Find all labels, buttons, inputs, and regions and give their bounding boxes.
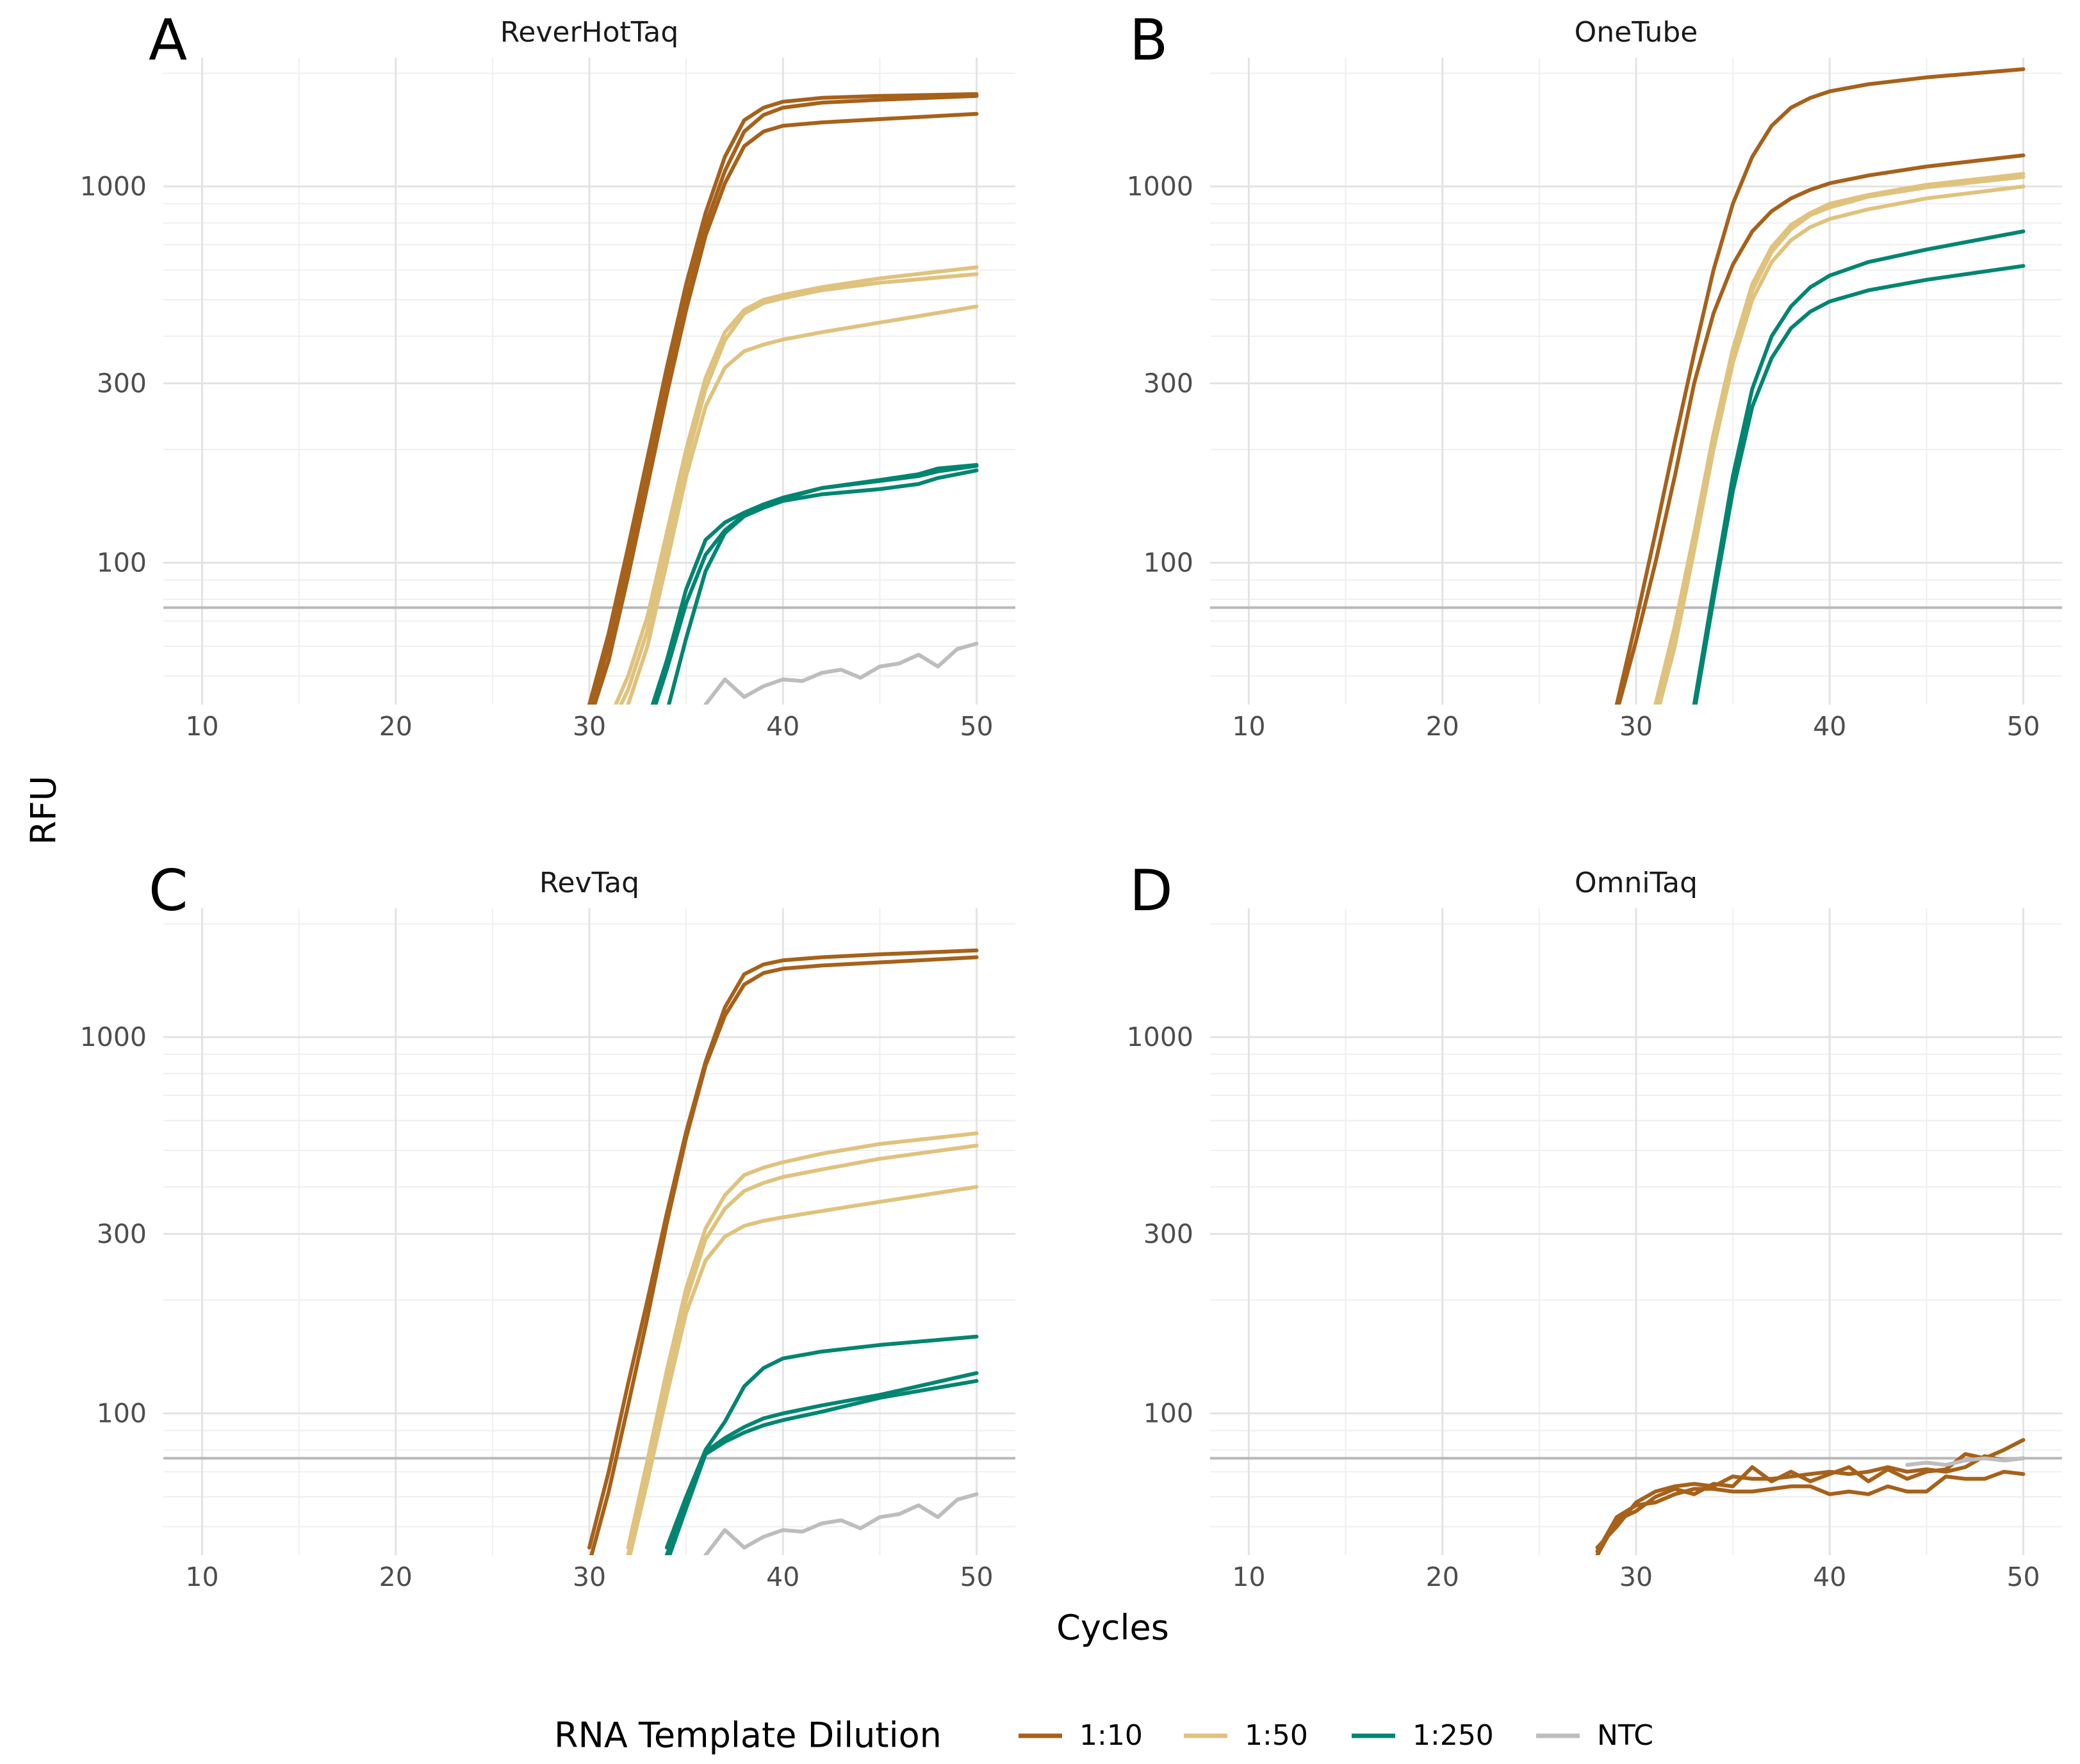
series-line-1-10 — [593, 111, 979, 705]
x-tick-label: 20 — [379, 1562, 413, 1592]
series-line-1-250 — [667, 468, 979, 705]
series-line-1-250 — [1692, 229, 2026, 705]
x-tick-label: 30 — [573, 711, 606, 742]
series-line-1-250 — [664, 1334, 979, 1550]
y-tick-label: 100 — [97, 1398, 147, 1429]
x-tick-label: 10 — [185, 711, 218, 742]
x-tick-label: 40 — [1813, 1562, 1846, 1592]
series-lines — [1614, 67, 2026, 705]
series-line-ntc — [1905, 1456, 2026, 1467]
legend-items: 1:10 1:50 1:250 NTC — [1019, 1719, 1653, 1752]
series-line-1-50 — [1657, 184, 2026, 705]
series-line-1-10 — [589, 955, 979, 1555]
y-tick-label: 300 — [1143, 1218, 1193, 1249]
legend: RNA Template Dilution 1:10 1:50 1:250 NTC — [554, 1715, 1653, 1756]
panel-tag: B — [1129, 7, 1168, 73]
series-lines — [1595, 1438, 2026, 1555]
y-tick-label: 1000 — [80, 1022, 147, 1052]
panel-tag: D — [1129, 858, 1173, 924]
legend-label: 1:250 — [1413, 1719, 1494, 1752]
series-lines — [587, 948, 979, 1555]
x-tick-label: 40 — [1813, 711, 1846, 742]
grid — [163, 58, 1015, 705]
legend-label: 1:10 — [1079, 1719, 1143, 1752]
legend-label: 1:50 — [1245, 1719, 1308, 1752]
series-line-1-50 — [626, 304, 979, 705]
y-tick-label: 1000 — [1127, 171, 1193, 202]
panel-a: 10 20 30 40 50 100 300 1000 ReverHotTaq A — [80, 7, 1015, 742]
series-line-1-10 — [589, 94, 979, 705]
x-tick-label: 50 — [960, 1562, 993, 1592]
series-line-1-10 — [587, 948, 979, 1550]
grid — [163, 908, 1015, 1555]
x-tick-label: 10 — [1232, 711, 1265, 742]
legend-label: NTC — [1597, 1719, 1653, 1752]
series-line-ntc — [703, 1492, 979, 1555]
panel-title: OmniTaq — [1575, 867, 1698, 899]
x-tick-label: 30 — [573, 1562, 606, 1592]
series-line-1-250 — [650, 462, 979, 705]
series-line-1-250 — [653, 464, 979, 705]
panel-c: 10 20 30 40 50 100 300 1000 RevTaq C — [80, 858, 1015, 1592]
series-line-1-10 — [1614, 67, 2026, 705]
panels: 10 20 30 40 50 100 300 1000 ReverHotTaq A 10 20 30 40… — [80, 7, 2062, 1592]
panel-title: RevTaq — [539, 867, 639, 899]
legend-item-1-10: 1:10 — [1019, 1719, 1143, 1752]
panel-tag: C — [149, 858, 188, 924]
x-tick-label: 30 — [1619, 711, 1653, 742]
y-axis-title: RFU — [24, 776, 64, 845]
series-line-1-250 — [1693, 264, 2026, 705]
series-line-1-50 — [613, 265, 979, 705]
series-line-1-50 — [1655, 175, 2026, 705]
legend-item-1-50: 1:50 — [1184, 1719, 1308, 1752]
series-line-1-50 — [626, 1143, 979, 1555]
series-line-1-250 — [664, 1371, 979, 1555]
y-tick-label: 100 — [1143, 1398, 1193, 1429]
x-tick-label: 50 — [2006, 711, 2040, 742]
grid — [1210, 908, 2062, 1555]
y-tick-label: 300 — [97, 368, 147, 398]
x-tick-label: 20 — [379, 711, 413, 742]
x-tick-label: 10 — [185, 1562, 218, 1592]
y-tick-label: 100 — [1143, 548, 1193, 578]
legend-item-1-250: 1:250 — [1352, 1719, 1494, 1752]
series-line-1-10 — [587, 92, 979, 705]
panel-tag: A — [149, 7, 187, 73]
series-line-1-50 — [626, 1131, 979, 1550]
y-tick-label: 300 — [97, 1218, 147, 1249]
x-tick-label: 30 — [1619, 1562, 1653, 1592]
grid — [1210, 58, 2062, 705]
panel-d: 10 20 30 40 50 100 300 1000 OmniTaq D — [1127, 858, 2062, 1592]
y-tick-label: 1000 — [80, 171, 147, 202]
series-line-1-250 — [667, 1378, 979, 1555]
x-tick-label: 20 — [1426, 1562, 1459, 1592]
x-tick-label: 40 — [766, 711, 799, 742]
y-tick-label: 100 — [97, 548, 147, 578]
x-tick-label: 10 — [1232, 1562, 1265, 1592]
panel-title: ReverHotTaq — [500, 16, 679, 49]
series-line-1-10 — [1595, 1469, 2026, 1553]
y-tick-label: 1000 — [1127, 1022, 1193, 1052]
x-tick-label: 20 — [1426, 711, 1459, 742]
series-lines — [587, 92, 979, 705]
series-line-1-50 — [628, 1185, 979, 1555]
series-line-1-10 — [1595, 1454, 2026, 1550]
legend-item-ntc: NTC — [1536, 1719, 1653, 1752]
x-tick-label: 50 — [960, 711, 993, 742]
legend-title: RNA Template Dilution — [554, 1715, 942, 1756]
series-line-1-10 — [1617, 153, 2026, 705]
x-tick-label: 50 — [2006, 1562, 2040, 1592]
panel-b: 10 20 30 40 50 100 300 1000 OneTube B — [1127, 7, 2062, 742]
y-tick-label: 300 — [1143, 368, 1193, 398]
panel-title: OneTube — [1575, 16, 1698, 49]
series-line-ntc — [703, 641, 979, 705]
x-tick-label: 40 — [766, 1562, 799, 1592]
x-axis-title: Cycles — [1056, 1608, 1169, 1648]
series-line-1-50 — [618, 272, 979, 705]
